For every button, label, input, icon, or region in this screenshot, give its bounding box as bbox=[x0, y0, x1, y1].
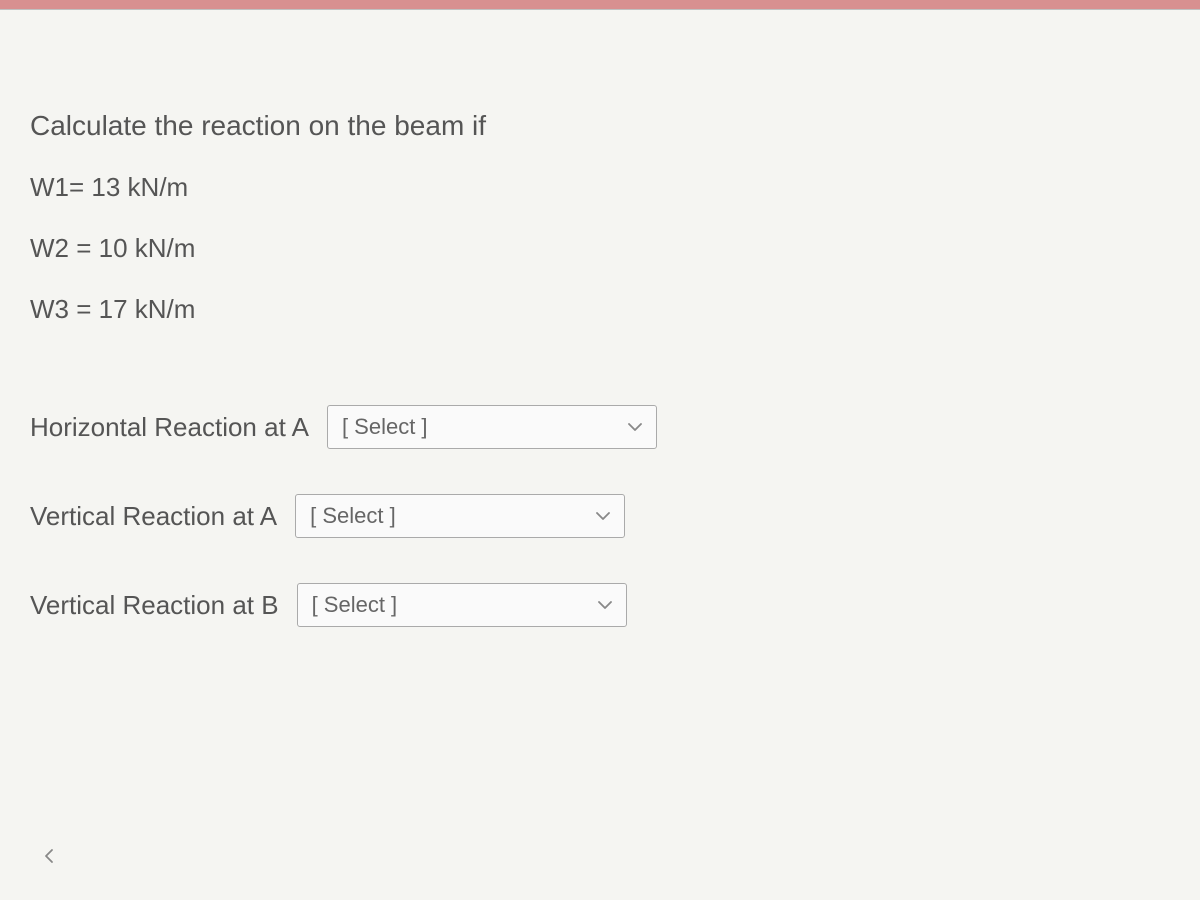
answer-row-vertical-a: Vertical Reaction at A [ Select ] bbox=[30, 494, 1170, 538]
answer-row-horizontal-a: Horizontal Reaction at A [ Select ] bbox=[30, 405, 1170, 449]
param-w2: W2 = 10 kN/m bbox=[30, 233, 1170, 264]
answer-label: Horizontal Reaction at A bbox=[30, 412, 309, 443]
param-w1: W1= 13 kN/m bbox=[30, 172, 1170, 203]
answer-section: Horizontal Reaction at A [ Select ] Vert… bbox=[30, 405, 1170, 627]
answer-row-vertical-b: Vertical Reaction at B [ Select ] bbox=[30, 583, 1170, 627]
select-placeholder: [ Select ] bbox=[312, 592, 398, 618]
top-bar bbox=[0, 0, 1200, 10]
chevron-down-icon bbox=[596, 509, 610, 523]
select-horizontal-reaction-a[interactable]: [ Select ] bbox=[327, 405, 657, 449]
chevron-down-icon bbox=[628, 420, 642, 434]
question-content: Calculate the reaction on the beam if W1… bbox=[0, 10, 1200, 900]
answer-label: Vertical Reaction at A bbox=[30, 501, 277, 532]
answer-label: Vertical Reaction at B bbox=[30, 590, 279, 621]
chevron-down-icon bbox=[598, 598, 612, 612]
question-prompt: Calculate the reaction on the beam if bbox=[30, 110, 1170, 142]
prev-arrow-button[interactable] bbox=[35, 842, 63, 870]
select-vertical-reaction-a[interactable]: [ Select ] bbox=[295, 494, 625, 538]
select-vertical-reaction-b[interactable]: [ Select ] bbox=[297, 583, 627, 627]
select-placeholder: [ Select ] bbox=[310, 503, 396, 529]
select-placeholder: [ Select ] bbox=[342, 414, 428, 440]
param-w3: W3 = 17 kN/m bbox=[30, 294, 1170, 325]
